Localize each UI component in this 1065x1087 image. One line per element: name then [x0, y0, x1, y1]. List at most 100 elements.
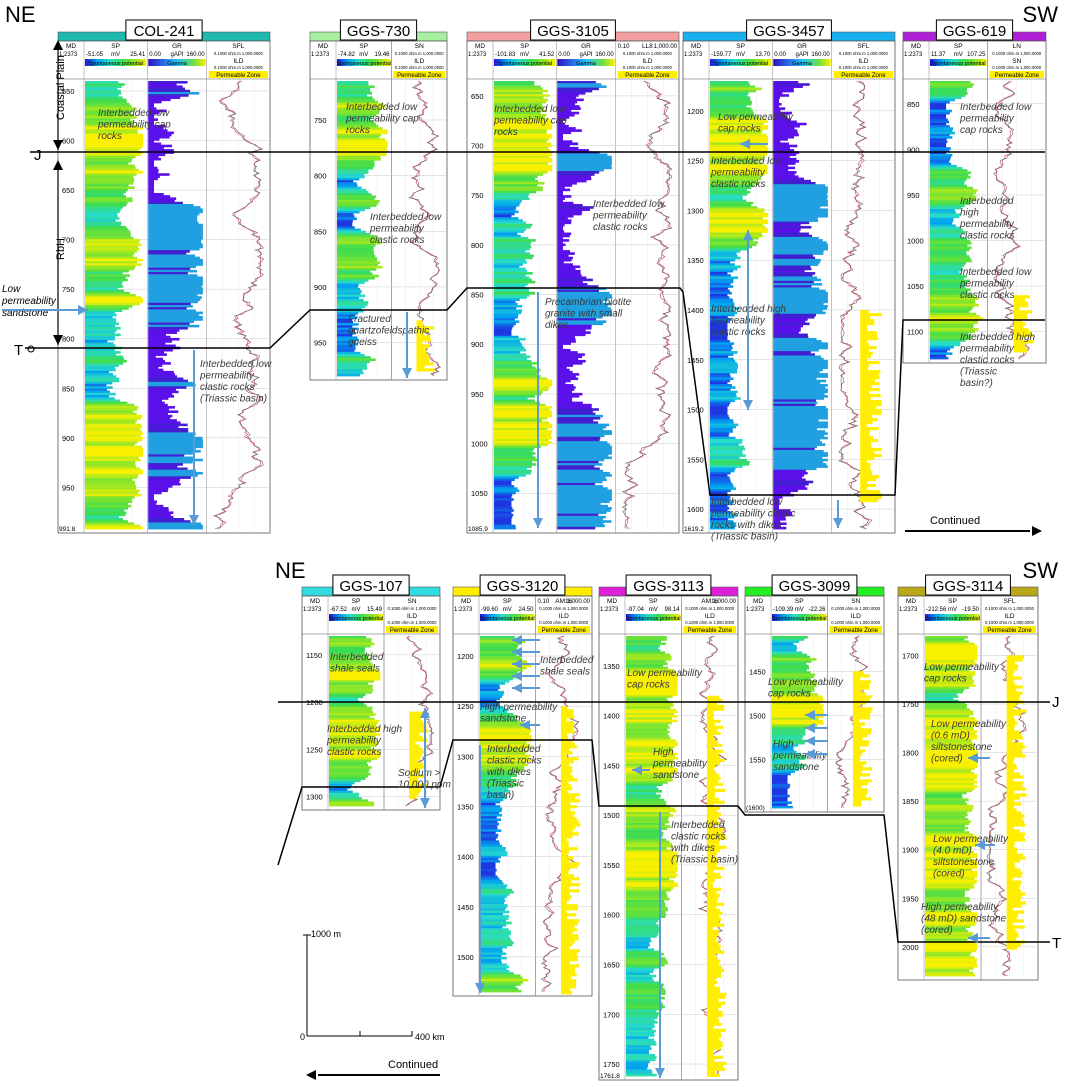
- gr-log-band: [773, 217, 818, 220]
- sp-log-band: [925, 890, 965, 894]
- sp-log-band: [337, 199, 380, 203]
- permeable-fill-band: [706, 746, 713, 750]
- gr-log-band: [148, 258, 203, 262]
- gr-log-band: [148, 265, 197, 269]
- permeable-fill-band: [1006, 862, 1015, 866]
- sp-log-band: [337, 105, 387, 108]
- sp-log-band: [337, 314, 356, 317]
- permeable-fill-band: [560, 850, 570, 854]
- sp-log-band: [925, 734, 978, 738]
- sp-log-band: [85, 96, 123, 99]
- sp-log-band: [337, 294, 366, 298]
- sp-log-band: [494, 289, 529, 293]
- sp-log-band: [480, 822, 499, 826]
- sp-log-band: [494, 419, 542, 422]
- permeable-fill-band: [706, 836, 727, 840]
- gr-log-band: [148, 469, 197, 473]
- permeable-fill-band: [706, 947, 721, 951]
- gr-log-band: [557, 199, 563, 203]
- gr-log-band: [773, 236, 819, 240]
- sp-log-band: [925, 868, 972, 872]
- permeable-fill-band: [706, 869, 714, 873]
- permeable-fill-band: [860, 471, 872, 476]
- sp-log-band: [480, 941, 514, 945]
- sp-log-band: [710, 184, 754, 187]
- sp-log-band: [329, 781, 355, 785]
- sp-log-band: [494, 267, 526, 271]
- gr-log-band: [148, 201, 183, 205]
- permeable-fill-band: [852, 755, 861, 759]
- gr-log-band: [557, 337, 576, 341]
- res-header: AM16: [701, 598, 718, 605]
- gr-log-band: [148, 272, 188, 275]
- sp-log-band: [772, 702, 821, 705]
- sp-log-band: [930, 211, 956, 214]
- permeable-fill-band: [1013, 310, 1033, 314]
- sp-log-band: [925, 704, 968, 707]
- sp-log-band: [772, 704, 824, 707]
- sp-log-band: [626, 999, 661, 1002]
- sp-log-band: [626, 950, 661, 954]
- sp-log-band: [925, 901, 966, 905]
- gr-log-band: [148, 133, 172, 137]
- note-col241-clastic-line: Interbedded low: [200, 359, 272, 370]
- note-ggs3114-48md-line: (cored): [921, 925, 953, 936]
- sp-log-band: [925, 897, 970, 900]
- sp-log-band: [710, 342, 735, 345]
- sp-log-band: [85, 447, 144, 451]
- sp-log-band: [337, 116, 372, 119]
- gr-log-band: [557, 425, 607, 429]
- depth-tick-label: 1450: [457, 903, 474, 912]
- sp-log-band: [710, 239, 754, 242]
- gr-log-band: [773, 335, 809, 339]
- sp-log-band: [710, 496, 731, 499]
- permeable-fill-band: [706, 833, 726, 837]
- permeable-fill-band: [560, 871, 569, 875]
- sp-log-band: [772, 785, 790, 789]
- sp-log-band: [480, 776, 512, 780]
- res-max: 1,000.00: [713, 599, 737, 605]
- permeable-zone-box: [983, 626, 1036, 633]
- sp-log-band: [626, 867, 678, 870]
- sp-log-band: [930, 140, 948, 144]
- permeable-fill-band: [560, 817, 577, 821]
- sp-log-band: [925, 936, 974, 940]
- arrow-head: [512, 671, 522, 681]
- permeable-fill-band: [860, 384, 872, 389]
- permeable-fill-band: [706, 932, 719, 936]
- sp-log-band: [626, 1047, 652, 1050]
- sp-legend-bar: [337, 59, 391, 66]
- sp-log-band: [337, 81, 369, 84]
- gr-log-band: [148, 392, 173, 396]
- sp-log-band: [85, 432, 144, 435]
- top-continued-label: Continued: [930, 515, 980, 527]
- permeable-fill-band: [1006, 736, 1023, 740]
- gr-log-band: [773, 296, 828, 299]
- sp-log-band: [329, 697, 358, 701]
- gr-log-band: [148, 425, 179, 429]
- gr-log-band: [557, 509, 611, 512]
- sp-log-band: [480, 644, 518, 648]
- gr-log-band: [148, 351, 165, 354]
- note-ggs619-low-line: Interbedded low: [960, 267, 1032, 278]
- gr-log-band: [773, 223, 801, 227]
- res-min: 0.10: [618, 44, 630, 50]
- arrow-ggs3099-2: [805, 736, 828, 746]
- sp-log-band: [925, 815, 966, 819]
- gr-log-band: [773, 188, 828, 192]
- permeable-fill-band: [1006, 823, 1026, 827]
- sp-log-band: [85, 203, 127, 207]
- gr-log-band: [773, 100, 779, 104]
- sp-log-band: [710, 166, 769, 170]
- gr-log-band: [557, 133, 563, 137]
- permeable-fill-band: [860, 441, 872, 446]
- gr-log-band: [773, 91, 783, 95]
- sp-log-band: [930, 301, 976, 305]
- sp-log-band: [626, 928, 660, 932]
- sp-log-band: [85, 384, 107, 387]
- gr-log-band: [148, 493, 154, 497]
- permeable-fill-band: [860, 447, 882, 452]
